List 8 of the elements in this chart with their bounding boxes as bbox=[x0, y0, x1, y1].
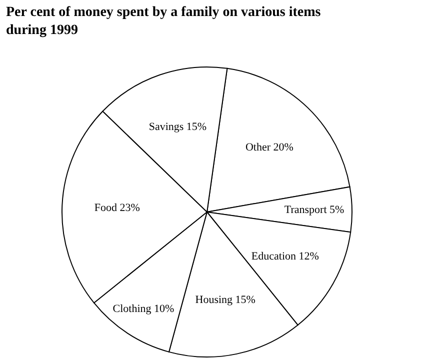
slice-label: Other 20% bbox=[245, 141, 294, 154]
slice-label: Transport 5% bbox=[284, 204, 344, 216]
slice-label: Food 23% bbox=[94, 202, 140, 214]
slice-label: Housing 15% bbox=[195, 294, 256, 306]
slice-label: Savings 15% bbox=[148, 121, 207, 133]
slice-label: Clothing 10% bbox=[112, 303, 174, 316]
slice-label: Education 12% bbox=[251, 250, 319, 262]
chart-title: Per cent of money spent by a family on various items during 1999 bbox=[6, 4, 322, 40]
